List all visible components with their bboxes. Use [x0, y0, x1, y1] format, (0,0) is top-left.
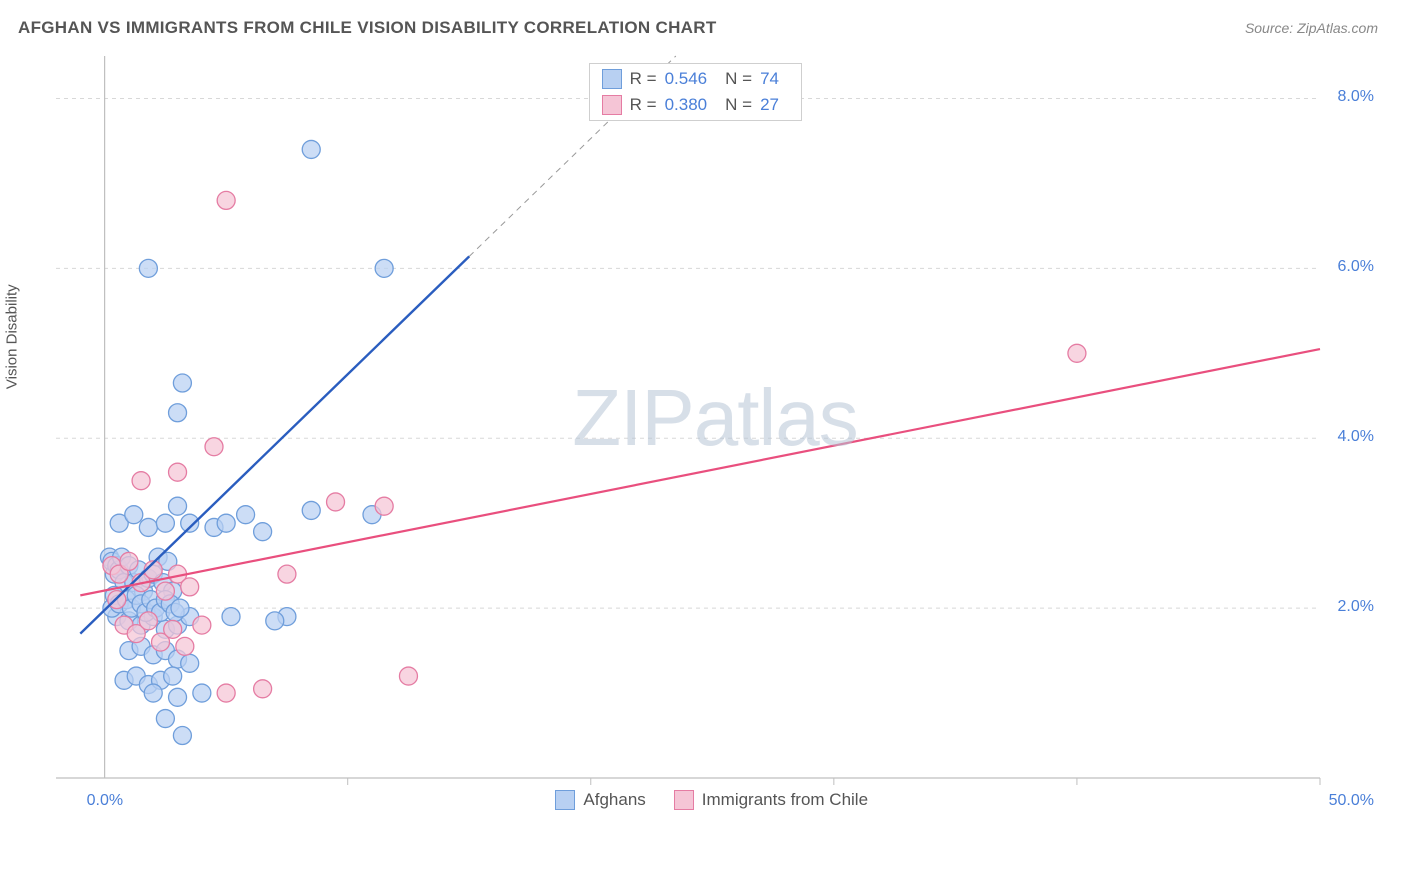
series-legend: Afghans Immigrants from Chile [555, 790, 868, 810]
x-tick-label: 50.0% [1329, 792, 1374, 810]
series-swatch [555, 790, 575, 810]
correlation-row: R = 0.380 N = 27 [590, 92, 801, 118]
series-swatch [602, 69, 622, 89]
y-tick-label: 8.0% [1338, 88, 1374, 106]
source-attribution: Source: ZipAtlas.com [1245, 20, 1378, 36]
n-label: N = [725, 69, 752, 89]
r-value: 0.546 [665, 69, 708, 89]
legend-label: Immigrants from Chile [702, 790, 868, 810]
chart-title: AFGHAN VS IMMIGRANTS FROM CHILE VISION D… [18, 18, 717, 38]
correlation-row: R = 0.546 N = 74 [590, 66, 801, 92]
r-label: R = [630, 95, 657, 115]
y-tick-label: 2.0% [1338, 598, 1374, 616]
r-label: R = [630, 69, 657, 89]
legend-item: Immigrants from Chile [674, 790, 868, 810]
n-value: 74 [760, 69, 779, 89]
n-value: 27 [760, 95, 779, 115]
correlation-legend: R = 0.546 N = 74 R = 0.380 N = 27 [589, 63, 802, 121]
n-label: N = [725, 95, 752, 115]
r-value: 0.380 [665, 95, 708, 115]
legend-item: Afghans [555, 790, 645, 810]
series-swatch [674, 790, 694, 810]
x-tick-label: 0.0% [87, 792, 123, 810]
y-tick-label: 4.0% [1338, 428, 1374, 446]
scatter-chart [50, 48, 1380, 818]
series-swatch [602, 95, 622, 115]
chart-container: Vision Disability ZIPatlas R =0.546N =74… [50, 48, 1380, 818]
y-tick-label: 6.0% [1338, 258, 1374, 276]
y-axis-label: Vision Disability [4, 284, 21, 389]
legend-label: Afghans [583, 790, 645, 810]
